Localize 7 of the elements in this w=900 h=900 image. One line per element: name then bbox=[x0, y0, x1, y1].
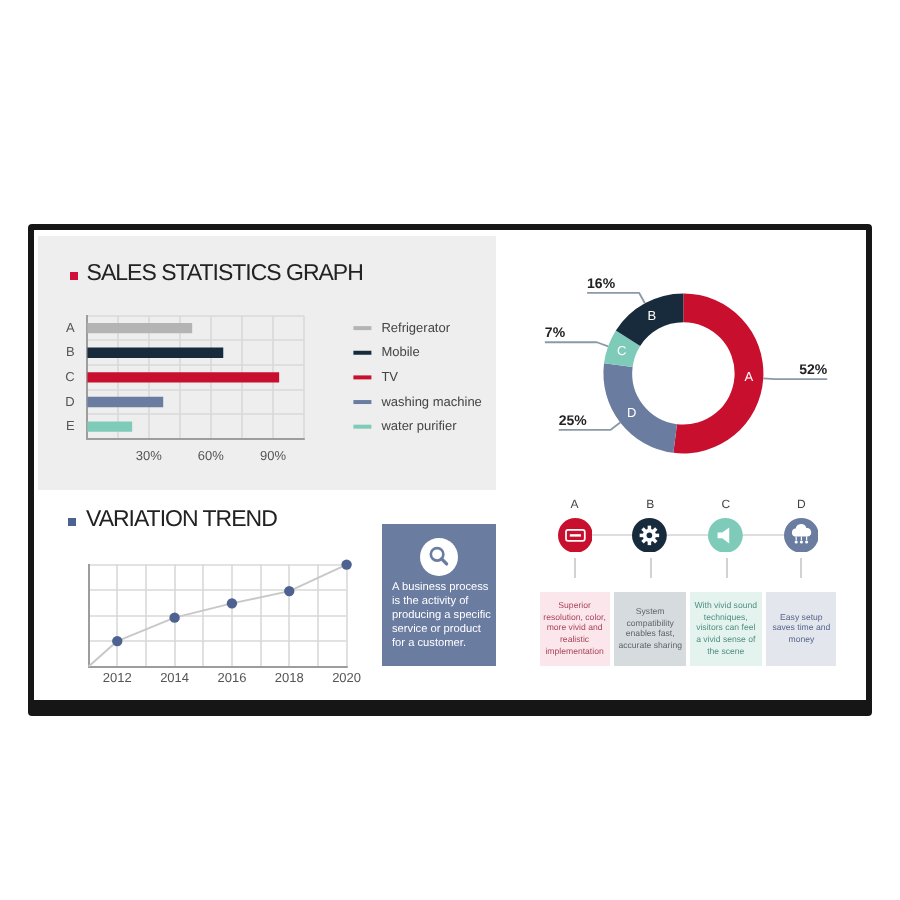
point bbox=[284, 585, 295, 597]
point bbox=[341, 559, 352, 570]
chart-title: VARIATION TREND bbox=[86, 508, 277, 534]
chart-title: SALES STATISTICS GRAPH bbox=[86, 261, 363, 286]
point bbox=[112, 635, 123, 647]
point bbox=[169, 612, 180, 623]
point bbox=[226, 598, 238, 609]
